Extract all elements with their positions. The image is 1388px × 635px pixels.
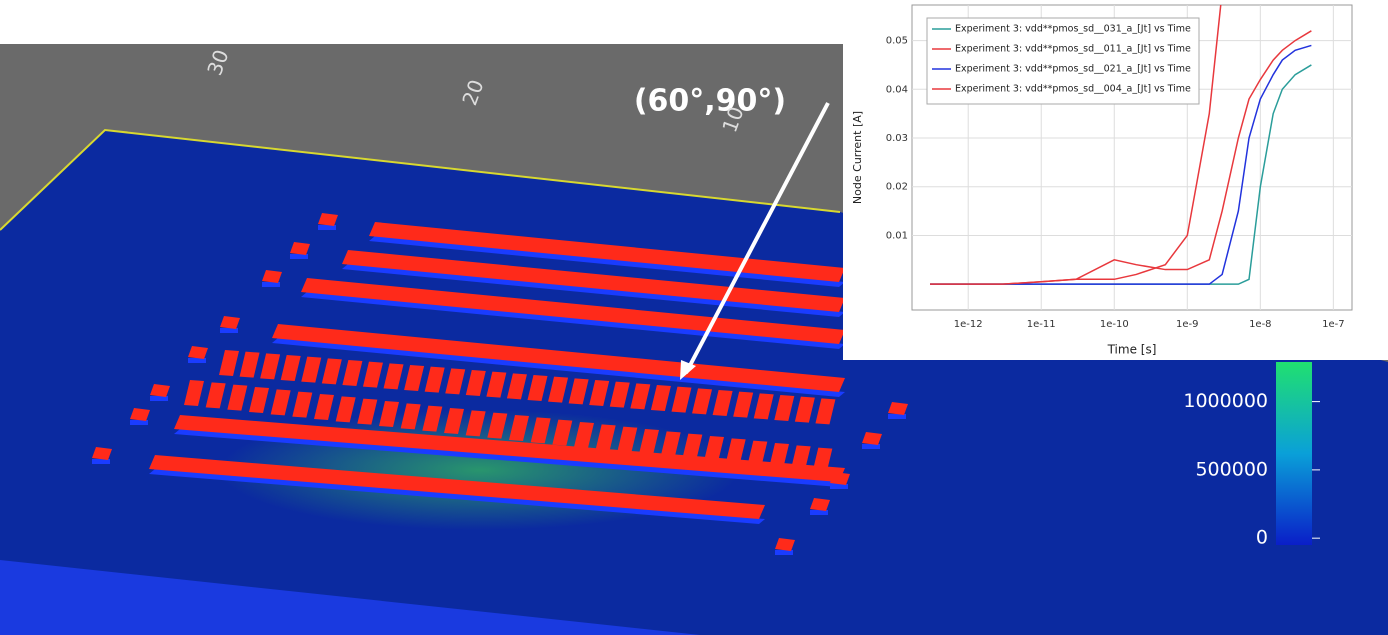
x-tick-label: 1e-7 — [1322, 319, 1345, 330]
x-tick-label: 1e-12 — [954, 319, 983, 330]
x-tick-label: 1e-9 — [1176, 319, 1199, 330]
y-axis-label: Node Current [A] — [851, 111, 864, 204]
y-tick-label: 0.03 — [886, 133, 908, 144]
colorbar — [1276, 362, 1312, 545]
figure: (60°,90°) 30 20 10 05000001000000 1e-121… — [0, 0, 1388, 635]
colorbar-tick-label: 500000 — [1195, 458, 1268, 480]
x-tick-label: 1e-8 — [1249, 319, 1272, 330]
colorbar-tick-label: 0 — [1256, 527, 1268, 549]
legend-label: Experiment 3: vdd**pmos_sd__021_a_[Jt] v… — [955, 64, 1191, 75]
y-tick-label: 0.02 — [886, 182, 908, 193]
y-tick-label: 0.05 — [886, 36, 908, 47]
x-tick-label: 1e-10 — [1100, 319, 1129, 330]
x-tick-label: 1e-11 — [1027, 319, 1056, 330]
colorbar-tick-label: 1000000 — [1183, 390, 1268, 412]
legend-label: Experiment 3: vdd**pmos_sd__011_a_[Jt] v… — [955, 44, 1191, 55]
legend-label: Experiment 3: vdd**pmos_sd__004_a_[Jt] v… — [955, 84, 1191, 95]
annotation: (60°,90°) — [634, 84, 786, 119]
x-axis-label: Time [s] — [1107, 343, 1157, 357]
legend-label: Experiment 3: vdd**pmos_sd__031_a_[Jt] v… — [955, 24, 1191, 35]
y-tick-label: 0.04 — [886, 84, 908, 95]
chart: 1e-12 1e-11 1e-10 1e-9 1e-8 1e-7 0.01 0.02 0.03 0… — [851, 0, 1352, 356]
y-tick-label: 0.01 — [886, 230, 908, 241]
